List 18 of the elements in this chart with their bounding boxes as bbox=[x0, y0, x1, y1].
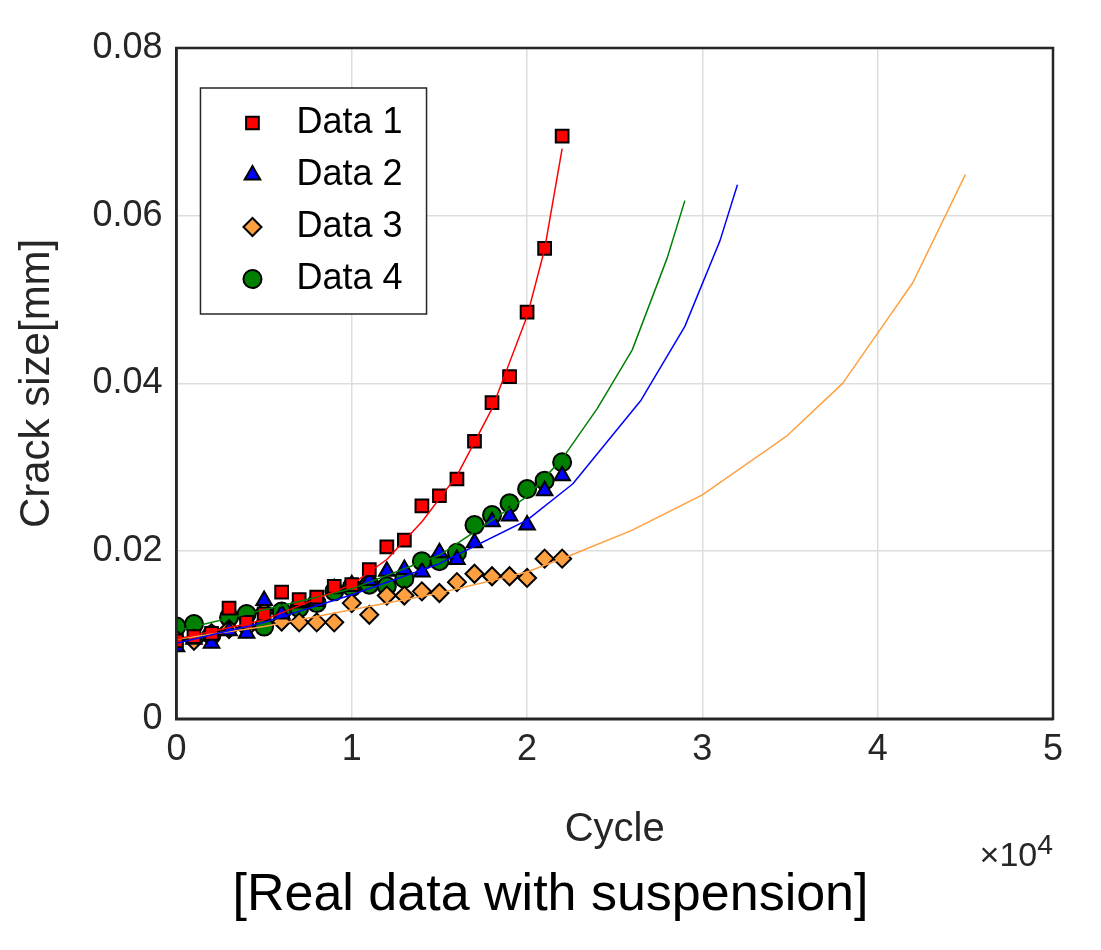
x-tick-label: 2 bbox=[517, 727, 538, 769]
text: ×10$^{4}$ bbox=[979, 828, 1053, 875]
x-tick-label: 4 bbox=[867, 727, 888, 769]
y-tick-label: 0.04 bbox=[92, 360, 163, 402]
legend-label: Data 4 bbox=[296, 255, 403, 297]
legend-label: Data 3 bbox=[296, 203, 403, 245]
x-tick-label: 1 bbox=[341, 727, 362, 769]
legend-label: Data 2 bbox=[296, 151, 403, 193]
text: [Real data with suspension] bbox=[232, 863, 869, 921]
x-tick-label: 3 bbox=[692, 727, 713, 769]
y-tick-label: 0.02 bbox=[92, 528, 163, 570]
x-axis-title: Cycle bbox=[564, 805, 665, 850]
y-axis-title: Crack size[mm] bbox=[10, 238, 58, 529]
legend-label: Data 1 bbox=[296, 99, 403, 141]
y-tick-label: 0.06 bbox=[92, 192, 163, 234]
y-tick-label: 0 bbox=[142, 695, 163, 737]
x-tick-label: 5 bbox=[1042, 727, 1064, 769]
y-tick-label: 0.08 bbox=[92, 24, 163, 66]
